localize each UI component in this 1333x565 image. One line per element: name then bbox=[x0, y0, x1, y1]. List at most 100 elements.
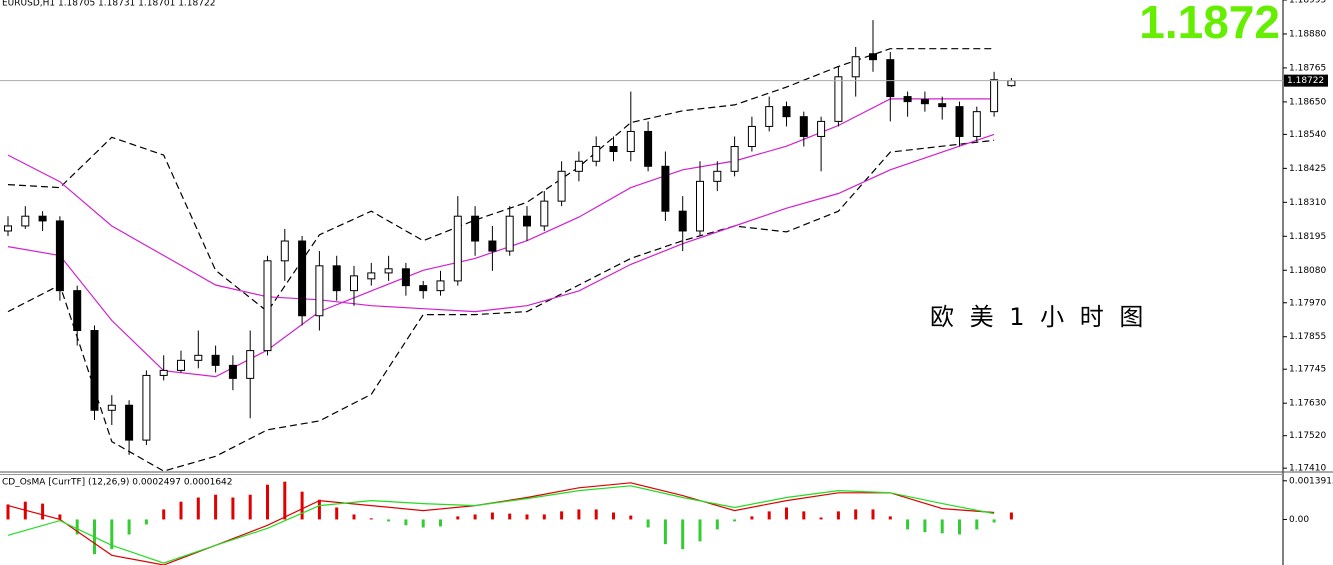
y-tick-label: 0.0013915 bbox=[1289, 476, 1333, 486]
histogram-bar bbox=[41, 503, 45, 520]
candle-body bbox=[38, 215, 47, 222]
candle-body bbox=[713, 170, 722, 182]
histogram-bar bbox=[283, 481, 287, 520]
candle-body bbox=[747, 125, 756, 148]
histogram-bar bbox=[767, 511, 771, 520]
histogram-bar bbox=[958, 519, 961, 535]
histogram-bar bbox=[335, 507, 339, 520]
candle-body bbox=[661, 165, 670, 212]
candle-body bbox=[350, 275, 358, 292]
histogram-bar bbox=[854, 509, 858, 520]
candle-body bbox=[990, 79, 999, 113]
candle-body bbox=[903, 96, 912, 103]
candle-body bbox=[125, 404, 134, 441]
histogram-bar bbox=[750, 516, 754, 520]
histogram-bar bbox=[162, 509, 166, 520]
candle-body bbox=[263, 260, 272, 352]
histogram-bar bbox=[836, 511, 840, 520]
y-tick-label: 1.18880 bbox=[1289, 29, 1326, 39]
histogram-bar bbox=[75, 519, 79, 535]
y-tick-label: 1.18310 bbox=[1289, 198, 1326, 208]
current-price-label: 1.18722 bbox=[1287, 76, 1324, 86]
candle-body bbox=[55, 220, 64, 292]
y-tick-label: 1.17630 bbox=[1289, 399, 1326, 409]
candle-body bbox=[523, 215, 531, 227]
histogram-bar bbox=[387, 519, 391, 522]
histogram-bar bbox=[58, 514, 62, 520]
candle-body bbox=[177, 359, 185, 371]
histogram-bar bbox=[629, 515, 633, 520]
candle-body bbox=[972, 111, 981, 137]
y-tick-label: 1.18425 bbox=[1289, 164, 1326, 174]
histogram-bar bbox=[733, 519, 737, 522]
candle-body bbox=[436, 280, 445, 292]
y-tick-label: 1.18195 bbox=[1289, 232, 1326, 242]
candle-body bbox=[4, 225, 12, 232]
candle-body bbox=[869, 53, 877, 61]
candle-body bbox=[540, 200, 549, 227]
histogram-bar bbox=[404, 519, 408, 526]
histogram-bar bbox=[6, 504, 10, 520]
candle-body bbox=[920, 99, 929, 105]
indicator-line bbox=[7, 98, 995, 378]
candle-body bbox=[384, 268, 393, 274]
histogram-bar bbox=[785, 507, 788, 520]
indicator-line bbox=[7, 48, 995, 313]
candle-body bbox=[574, 160, 583, 172]
indicator-line bbox=[7, 139, 995, 472]
histogram-bar bbox=[127, 519, 131, 535]
candle-body bbox=[332, 265, 341, 292]
histogram-bar bbox=[231, 497, 235, 520]
candle-body bbox=[107, 404, 116, 411]
main-panel bbox=[4, 20, 1016, 472]
y-tick-label: 1.18995 bbox=[1289, 0, 1326, 6]
candle-body bbox=[488, 240, 497, 252]
histogram-bar bbox=[819, 517, 823, 520]
histogram-bar bbox=[975, 519, 979, 530]
candle-body bbox=[834, 76, 843, 122]
candle-body bbox=[955, 106, 964, 137]
indicator-line bbox=[7, 485, 995, 564]
candle-body bbox=[817, 120, 826, 137]
chart-header: EURUSD,H1 1.18705 1.18731 1.18701 1.1872… bbox=[2, 0, 215, 9]
annotation: 欧 美 1 小 时 图 bbox=[930, 303, 1147, 331]
histogram-bar bbox=[940, 519, 944, 534]
candle-body bbox=[73, 290, 82, 332]
histogram-bar bbox=[352, 514, 356, 520]
histogram-bar bbox=[560, 511, 564, 520]
histogram-bar bbox=[317, 499, 321, 520]
histogram-bar bbox=[110, 519, 114, 550]
candle-body bbox=[90, 330, 99, 411]
candle-body bbox=[886, 59, 895, 98]
candle-body bbox=[21, 215, 30, 227]
candle-body bbox=[142, 374, 151, 441]
histogram-bar bbox=[906, 519, 910, 530]
candle-body bbox=[626, 130, 635, 153]
candle-body bbox=[298, 240, 307, 317]
candle-body bbox=[315, 265, 324, 317]
candle-body bbox=[696, 180, 704, 232]
candle-body bbox=[557, 170, 566, 202]
histogram-bar bbox=[490, 512, 494, 520]
histogram-bar bbox=[646, 519, 650, 528]
candle-body bbox=[505, 215, 514, 252]
histogram-bar bbox=[594, 509, 598, 520]
candle-body bbox=[782, 106, 791, 118]
y-tick-label: 1.18080 bbox=[1289, 266, 1326, 276]
candle-body bbox=[592, 146, 601, 162]
candle-body bbox=[367, 272, 376, 280]
candle-body bbox=[678, 210, 687, 232]
histogram-bar bbox=[421, 519, 425, 528]
y-tick-label: 1.18765 bbox=[1289, 63, 1326, 73]
candle-body bbox=[211, 354, 220, 366]
histogram-bar bbox=[369, 518, 373, 520]
histogram-bar bbox=[456, 516, 460, 520]
histogram-bar bbox=[992, 519, 996, 523]
histogram-bar bbox=[802, 511, 806, 520]
candle-body bbox=[730, 146, 739, 172]
candle-body bbox=[644, 130, 653, 167]
histogram-bar bbox=[681, 519, 685, 550]
y-tick-label: 1.17855 bbox=[1289, 332, 1326, 342]
histogram-bar bbox=[179, 501, 183, 520]
